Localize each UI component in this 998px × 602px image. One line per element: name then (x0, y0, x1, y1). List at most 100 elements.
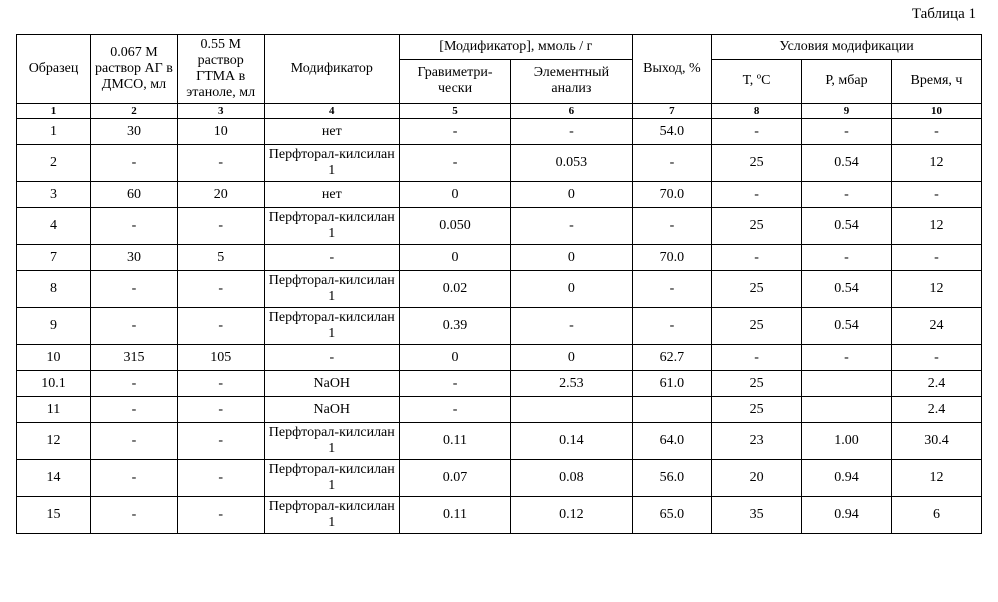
table-row: 2--Перфторал-килсилан 1-0.053-250.5412 (17, 145, 982, 182)
table-row: 4--Перфторал-килсилан 10.050--250.5412 (17, 208, 982, 245)
cell-grav: 0.07 (399, 460, 510, 497)
cell-grav: 0 (399, 182, 510, 208)
cell-temp: - (712, 245, 802, 271)
cell-yield: 62.7 (632, 345, 711, 371)
table-row: 8--Перфторал-килсилан 10.020-250.5412 (17, 271, 982, 308)
cell-ag: 30 (91, 119, 178, 145)
cell-gtma: - (177, 460, 264, 497)
cell-gtma: - (177, 371, 264, 397)
cell-time: 12 (891, 145, 981, 182)
cell-time: 6 (891, 497, 981, 534)
cell-modifier: Перфторал-килсилан 1 (264, 460, 399, 497)
cell-gtma: 20 (177, 182, 264, 208)
hdr-sample: Образец (17, 35, 91, 104)
colnum: 1 (17, 104, 91, 119)
cell-pmbar (802, 397, 892, 423)
cell-grav: 0.02 (399, 271, 510, 308)
colnum: 7 (632, 104, 711, 119)
cell-sample: 15 (17, 497, 91, 534)
colnum: 10 (891, 104, 981, 119)
cell-elem: - (511, 308, 633, 345)
cell-gtma: 10 (177, 119, 264, 145)
cell-yield: 61.0 (632, 371, 711, 397)
cell-sample: 9 (17, 308, 91, 345)
cell-pmbar: - (802, 119, 892, 145)
cell-yield: 56.0 (632, 460, 711, 497)
table-body: 13010нет--54.0---2--Перфторал-килсилан 1… (17, 119, 982, 534)
cell-gtma: - (177, 145, 264, 182)
cell-ag: - (91, 145, 178, 182)
cell-modifier: Перфторал-килсилан 1 (264, 497, 399, 534)
cell-pmbar: 0.54 (802, 208, 892, 245)
cell-pmbar: - (802, 245, 892, 271)
cell-grav: 0 (399, 345, 510, 371)
cell-pmbar: - (802, 345, 892, 371)
column-number-row: 1 2 3 4 5 6 7 8 9 10 (17, 104, 982, 119)
cell-yield: 70.0 (632, 182, 711, 208)
cell-pmbar: 0.54 (802, 145, 892, 182)
cell-time: 30.4 (891, 423, 981, 460)
cell-ag: 315 (91, 345, 178, 371)
cell-sample: 3 (17, 182, 91, 208)
cell-sample: 8 (17, 271, 91, 308)
cell-elem: - (511, 208, 633, 245)
cell-temp: 25 (712, 145, 802, 182)
cell-pmbar (802, 371, 892, 397)
table-row: 36020нет0070.0--- (17, 182, 982, 208)
cell-grav: 0.11 (399, 497, 510, 534)
cell-temp: 25 (712, 308, 802, 345)
cell-sample: 14 (17, 460, 91, 497)
cell-gtma: - (177, 497, 264, 534)
cell-ag: - (91, 308, 178, 345)
cell-elem: 0.14 (511, 423, 633, 460)
cell-sample: 4 (17, 208, 91, 245)
cell-ag: 60 (91, 182, 178, 208)
colnum: 4 (264, 104, 399, 119)
cell-elem (511, 397, 633, 423)
cell-ag: - (91, 371, 178, 397)
colnum: 2 (91, 104, 178, 119)
table-row: 10315105-0062.7--- (17, 345, 982, 371)
cell-gtma: 5 (177, 245, 264, 271)
cell-temp: 25 (712, 271, 802, 308)
cell-grav: 0.050 (399, 208, 510, 245)
hdr-gtma: 0.55 М раствор ГТМА в этаноле, мл (177, 35, 264, 104)
cell-time: 12 (891, 460, 981, 497)
cell-modifier: Перфторал-килсилан 1 (264, 208, 399, 245)
cell-elem: - (511, 119, 633, 145)
hdr-grav: Гравиметри-чески (399, 59, 510, 103)
cell-gtma: 105 (177, 345, 264, 371)
cell-gtma: - (177, 208, 264, 245)
cell-pmbar: 1.00 (802, 423, 892, 460)
cell-gtma: - (177, 308, 264, 345)
cell-sample: 7 (17, 245, 91, 271)
cell-yield: - (632, 145, 711, 182)
hdr-ag: 0.067 М раствор АГ в ДМСО, мл (91, 35, 178, 104)
cell-elem: 0 (511, 182, 633, 208)
table-caption: Таблица 1 (912, 6, 976, 23)
cell-ag: - (91, 497, 178, 534)
cell-yield: 65.0 (632, 497, 711, 534)
hdr-temp: Т, ºС (712, 59, 802, 103)
cell-elem: 0 (511, 245, 633, 271)
cell-modifier: Перфторал-килсилан 1 (264, 423, 399, 460)
cell-time: 2.4 (891, 397, 981, 423)
cell-ag: - (91, 460, 178, 497)
cell-yield: - (632, 208, 711, 245)
cell-temp: 25 (712, 397, 802, 423)
cell-temp: 35 (712, 497, 802, 534)
hdr-time: Время, ч (891, 59, 981, 103)
table-row: 11--NaOH-252.4 (17, 397, 982, 423)
cell-yield: 64.0 (632, 423, 711, 460)
cell-temp: 25 (712, 208, 802, 245)
cell-grav: - (399, 397, 510, 423)
cell-modifier: Перфторал-килсилан 1 (264, 308, 399, 345)
cell-temp: 25 (712, 371, 802, 397)
cell-gtma: - (177, 271, 264, 308)
colnum: 6 (511, 104, 633, 119)
table-row: 15--Перфторал-килсилан 10.110.1265.0350.… (17, 497, 982, 534)
table-row: 7305-0070.0--- (17, 245, 982, 271)
cell-elem: 0.12 (511, 497, 633, 534)
hdr-modifier: Модификатор (264, 35, 399, 104)
cell-sample: 10 (17, 345, 91, 371)
